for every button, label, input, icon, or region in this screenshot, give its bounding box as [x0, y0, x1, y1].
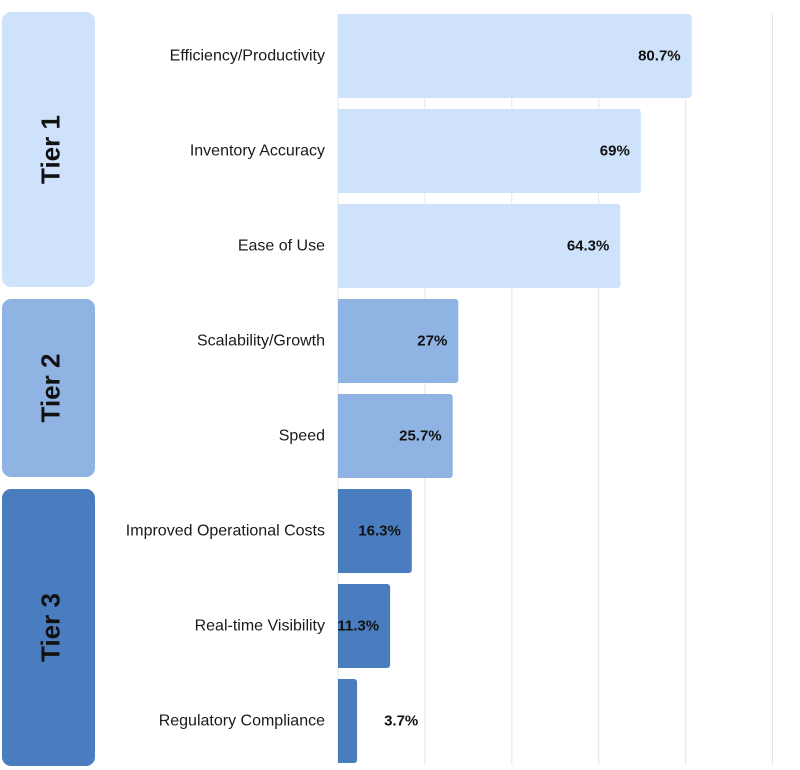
value-label: 16.3% — [358, 523, 401, 540]
labels: Efficiency/Productivity 80.7% Inventory Ac… — [126, 48, 681, 730]
value-label: 64.3% — [567, 238, 610, 255]
tier-panel — [2, 12, 95, 287]
bar — [338, 489, 412, 573]
bar — [338, 394, 453, 478]
bar-base — [338, 489, 344, 573]
bar — [338, 204, 621, 288]
value-label: 80.7% — [638, 48, 681, 65]
tier-panel — [2, 299, 95, 477]
category-label: Regulatory Compliance — [159, 713, 325, 730]
tier-label: Tier 2 — [36, 354, 66, 423]
bar — [338, 299, 459, 383]
tier-panel — [2, 489, 95, 766]
value-label: 27% — [417, 333, 447, 350]
value-label: 3.7% — [384, 713, 418, 730]
bar-base — [338, 679, 344, 763]
category-label: Ease of Use — [238, 238, 325, 255]
category-label: Inventory Accuracy — [190, 143, 325, 160]
bar-base — [338, 14, 344, 98]
value-label: 69% — [600, 143, 630, 160]
bar — [338, 109, 641, 193]
tier-panels: Tier 1 Tier 2 Tier 3 — [2, 12, 95, 766]
tier-label: Tier 3 — [36, 593, 66, 662]
category-label: Efficiency/Productivity — [170, 48, 325, 65]
bar-base — [338, 299, 344, 383]
category-label: Speed — [279, 428, 325, 445]
category-label: Improved Operational Costs — [126, 523, 325, 540]
category-label: Real-time Visibility — [195, 618, 325, 635]
value-label: 11.3% — [337, 618, 379, 635]
bar — [338, 14, 692, 98]
bars — [338, 14, 692, 763]
category-label: Scalability/Growth — [197, 333, 325, 350]
bar-base — [338, 109, 344, 193]
value-label: 25.7% — [399, 428, 442, 445]
bar-base — [338, 394, 344, 478]
tier-label: Tier 1 — [36, 115, 66, 184]
bar — [338, 584, 391, 668]
bar-base — [338, 204, 344, 288]
bar-base — [338, 584, 344, 668]
